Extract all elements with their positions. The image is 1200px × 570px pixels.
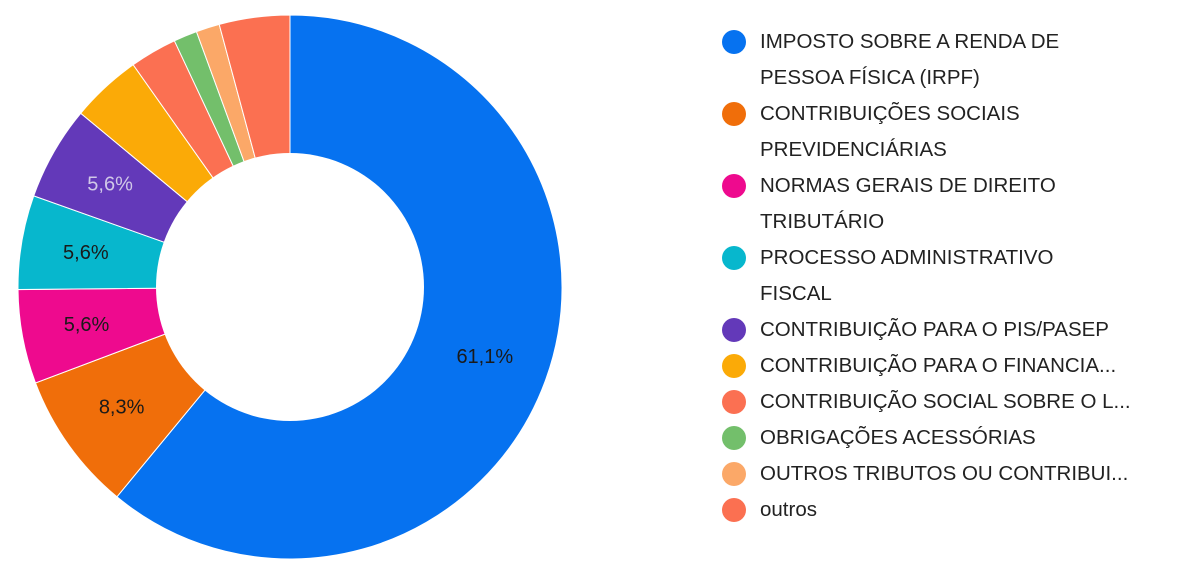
legend-label: OBRIGAÇÕES ACESSÓRIAS — [760, 426, 1036, 449]
slice-label-0: 61,1% — [456, 346, 513, 368]
slice-label-3: 5,6% — [63, 242, 109, 264]
legend-swatch — [722, 390, 746, 414]
slice-labels: 61,1% 8,3% 5,6% 5,6% 5,6% — [63, 174, 513, 419]
legend-label: TRIBUTÁRIO — [760, 210, 885, 233]
slice-label-4: 5,6% — [87, 174, 133, 196]
legend-item[interactable]: CONTRIBUIÇÃO PARA O FINANCIA... — [722, 348, 1182, 384]
legend-item[interactable]: OBRIGAÇÕES ACESSÓRIAS — [722, 420, 1182, 456]
legend-item[interactable]: IMPOSTO SOBRE A RENDA DE PESSOA FÍSICA (I… — [722, 24, 1182, 96]
legend-swatch — [722, 318, 746, 342]
legend-swatch — [722, 498, 746, 522]
donut-hole — [156, 153, 424, 421]
legend-swatch — [722, 30, 746, 54]
legend-swatch — [722, 174, 746, 198]
legend-label: PREVIDENCIÁRIAS — [760, 138, 947, 161]
legend-label: outros — [760, 498, 817, 521]
legend-item[interactable]: OUTROS TRIBUTOS OU CONTRIBUI... — [722, 456, 1182, 492]
legend-label: PROCESSO ADMINISTRATIVO — [760, 246, 1054, 269]
legend-label: OUTROS TRIBUTOS OU CONTRIBUI... — [760, 462, 1129, 485]
legend-label: NORMAS GERAIS DE DIREITO — [760, 174, 1056, 197]
slice-label-1: 8,3% — [99, 396, 145, 418]
legend-label: CONTRIBUIÇÕES SOCIAIS — [760, 102, 1020, 125]
legend-item[interactable]: CONTRIBUIÇÃO SOCIAL SOBRE O L... — [722, 384, 1182, 420]
legend-label: PESSOA FÍSICA (IRPF) — [760, 66, 980, 89]
legend-item[interactable]: PROCESSO ADMINISTRATIVO FISCAL — [722, 240, 1182, 312]
chart-legend: IMPOSTO SOBRE A RENDA DE PESSOA FÍSICA (I… — [722, 24, 1182, 528]
legend-label: FISCAL — [760, 282, 832, 305]
legend-swatch — [722, 354, 746, 378]
legend-item[interactable]: NORMAS GERAIS DE DIREITO TRIBUTÁRIO — [722, 168, 1182, 240]
legend-swatch — [722, 462, 746, 486]
legend-item[interactable]: outros — [722, 492, 1182, 528]
legend-swatch — [722, 102, 746, 126]
legend-swatch — [722, 426, 746, 450]
legend-label: CONTRIBUIÇÃO PARA O FINANCIA... — [760, 354, 1117, 377]
legend-item[interactable]: CONTRIBUIÇÃO PARA O PIS/PASEP — [722, 312, 1182, 348]
legend-swatch — [722, 246, 746, 270]
legend-label: CONTRIBUIÇÃO PARA O PIS/PASEP — [760, 318, 1109, 341]
legend-label: CONTRIBUIÇÃO SOCIAL SOBRE O L... — [760, 390, 1131, 413]
slice-label-2: 5,6% — [64, 314, 110, 336]
donut-chart: 61,1% 8,3% 5,6% 5,6% 5,6% — [17, 14, 563, 560]
legend-label: IMPOSTO SOBRE A RENDA DE — [760, 30, 1060, 53]
legend-item[interactable]: CONTRIBUIÇÕES SOCIAIS PREVIDENCIÁRIAS — [722, 96, 1182, 168]
